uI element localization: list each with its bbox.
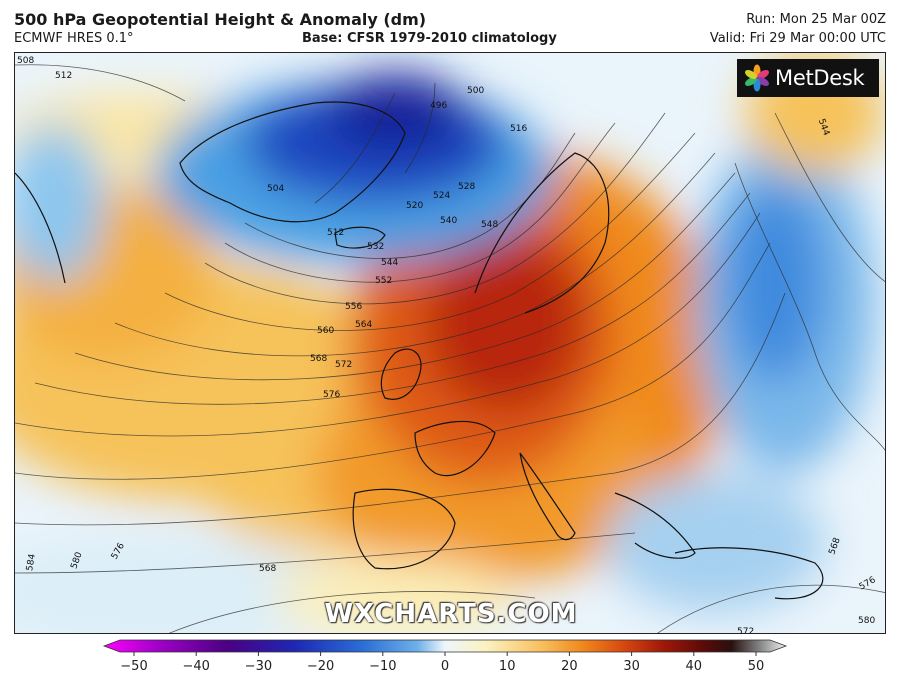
british-isles-coast <box>380 348 422 400</box>
contour-label: 580 <box>858 616 875 626</box>
logo-text: MetDesk <box>775 66 865 90</box>
contour-label: 560 <box>317 326 334 336</box>
chart-title: 500 hPa Geopotential Height & Anomaly (d… <box>14 10 427 29</box>
contour-label: 556 <box>345 302 362 312</box>
contour-label: 532 <box>367 242 384 252</box>
iberia-coast <box>352 488 456 570</box>
colorbar-tick-label: 0 <box>441 659 449 674</box>
colorbar-tick-label: 30 <box>623 659 640 674</box>
contour-label: 540 <box>440 216 457 226</box>
contour-label: 504 <box>267 184 284 194</box>
anomaly-map: 508 512 496 500 516 504 520 524 528 512 … <box>14 52 886 634</box>
height-contours <box>15 64 885 633</box>
anomaly-field <box>15 53 885 633</box>
colorbar-tick-label: 20 <box>561 659 578 674</box>
contour-labels: 508 512 496 500 516 504 520 524 528 512 … <box>17 56 878 634</box>
greenland-coast <box>179 101 406 223</box>
contour-label: 548 <box>481 220 498 230</box>
valid-label: Valid: Fri 29 Mar 00:00 UTC <box>709 31 886 46</box>
colorbar-tick-label: −40 <box>182 659 209 674</box>
canada-coast <box>15 172 66 284</box>
contour-label: 544 <box>381 258 398 268</box>
base-label: Base: CFSR 1979-2010 climatology <box>302 31 557 46</box>
contour-label: 512 <box>327 228 344 238</box>
colorbar-tick-label: −10 <box>369 659 396 674</box>
iceland-coast <box>334 226 386 249</box>
colorbar-tick-label: 10 <box>499 659 516 674</box>
contour-label: 584 <box>25 553 38 572</box>
wxcharts-watermark: WXCHARTS.COM <box>324 599 578 629</box>
model-label: ECMWF HRES 0.1° <box>14 31 134 46</box>
contour-label: 524 <box>433 191 450 201</box>
france-coast <box>414 420 496 477</box>
metdesk-flower-icon <box>745 64 769 92</box>
colorbar-tick-label: 50 <box>748 659 765 674</box>
contour-label: 564 <box>355 320 372 330</box>
balkans-coast <box>614 492 696 559</box>
scandinavia-coast <box>474 152 610 314</box>
contour-label: 496 <box>430 101 447 111</box>
coastlines <box>15 101 824 600</box>
contour-label: 568 <box>259 564 276 574</box>
contour-label: 552 <box>375 276 392 286</box>
colorbar-ticks: −50 −40 −30 −20 −10 0 10 20 30 40 50 <box>120 652 764 674</box>
anomaly-colorbar: −50 −40 −30 −20 −10 0 10 20 30 40 50 <box>102 639 788 674</box>
contour-label: 516 <box>510 124 527 134</box>
colorbar-tick-label: 40 <box>686 659 703 674</box>
contour-label: 572 <box>335 360 352 370</box>
contour-label: 512 <box>55 71 72 81</box>
italy-coast <box>519 452 576 541</box>
contour-label: 520 <box>406 201 423 211</box>
metdesk-logo: MetDesk <box>737 59 879 97</box>
run-label: Run: Mon 25 Mar 00Z <box>746 12 886 27</box>
colorbar-tick-label: −30 <box>245 659 272 674</box>
turkey-coast <box>674 547 824 600</box>
colorbar-tick-label: −50 <box>120 659 147 674</box>
contour-label: 500 <box>467 86 484 96</box>
map-canvas: 508 512 496 500 516 504 520 524 528 512 … <box>15 53 885 634</box>
contour-label: 572 <box>737 627 754 634</box>
contour-label: 568 <box>310 354 327 364</box>
contour-label: 528 <box>458 182 475 192</box>
colorbar-gradient <box>102 639 788 653</box>
contour-label: 508 <box>17 56 34 66</box>
colorbar-tick-label: −20 <box>307 659 334 674</box>
contour-label: 576 <box>323 390 340 400</box>
